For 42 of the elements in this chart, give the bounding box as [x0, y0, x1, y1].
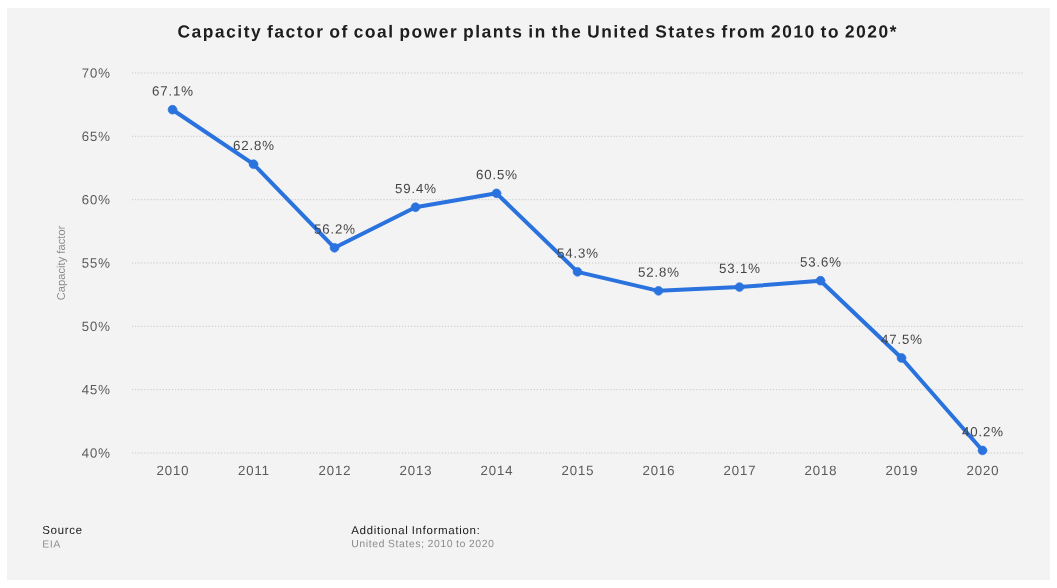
data-label: 59.4% — [395, 183, 436, 194]
data-label: 67.1% — [152, 86, 193, 96]
point — [734, 282, 745, 292]
y-tick-label: 45% — [81, 384, 110, 395]
x-tick-label: 2011 — [238, 465, 269, 476]
x-tick-label: 2010 — [157, 465, 189, 476]
point — [491, 188, 502, 199]
y-tick-label: 55% — [82, 258, 110, 268]
text: Additional Information: — [351, 525, 479, 535]
point — [653, 286, 664, 296]
data-label: 52.8% — [638, 267, 679, 277]
x-tick-label: 2020 — [967, 465, 999, 476]
x-tick-label: 2015 — [562, 465, 593, 476]
x-tick-label: 2018 — [805, 465, 836, 476]
y-tick-label: 50% — [82, 321, 110, 332]
x-tick-label: 2016 — [643, 465, 674, 476]
y-tick-label: 70% — [82, 68, 110, 78]
point — [572, 267, 583, 277]
point — [248, 159, 259, 169]
data-label: 53.6% — [800, 257, 841, 267]
data-label: 60.5% — [476, 169, 517, 180]
chart-title: Capacity factor of coal power plants in the United States from 2010 to 2020* — [178, 24, 897, 42]
point — [329, 243, 340, 253]
data-label: 62.8% — [233, 140, 274, 151]
point — [977, 445, 988, 456]
text: United States; 2010 to 2020 — [352, 539, 494, 549]
y-tick-label: 65% — [82, 131, 110, 142]
x-tick-label: 2012 — [319, 465, 350, 476]
point — [896, 353, 907, 363]
point — [167, 104, 178, 115]
x-tick-label: 2017 — [724, 465, 755, 476]
x-tick-label: 2019 — [886, 465, 917, 476]
y-tick-label: 60% — [82, 194, 110, 205]
x-tick-label: 2013 — [400, 465, 431, 476]
text: EIA — [43, 540, 61, 548]
y-axis-title: Capacity factor — [56, 225, 68, 300]
x-tick-label: 2014 — [481, 465, 513, 476]
text: Source — [42, 525, 82, 535]
point — [410, 202, 421, 212]
y-tick-label: 40% — [81, 448, 110, 458]
data-label: 53.1% — [719, 263, 760, 274]
point — [815, 275, 826, 286]
